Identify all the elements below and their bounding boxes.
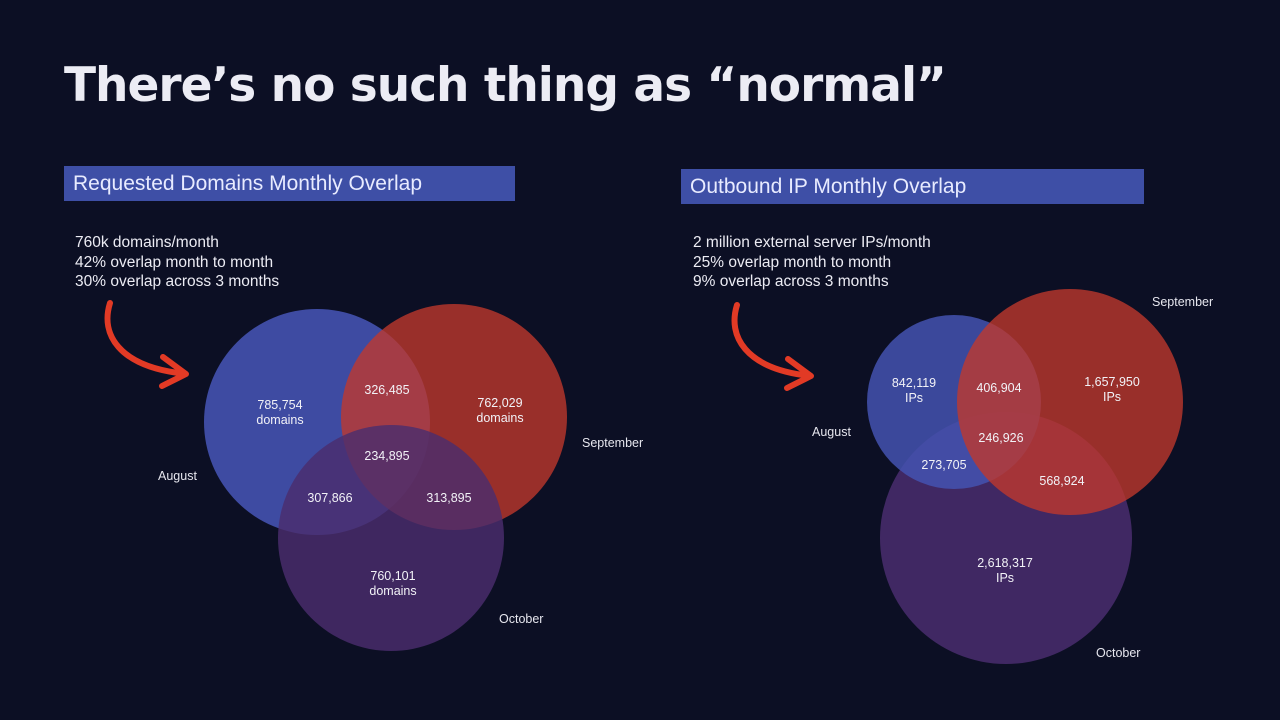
right-stat-line: 2 million external server IPs/month xyxy=(693,234,931,251)
curved-arrow-icon xyxy=(104,300,189,389)
region-unit-october-only: IPs xyxy=(996,571,1014,585)
left-venn: 785,754 domains 762,029 domains 760,101 … xyxy=(158,304,643,651)
slide-title: There’s no such thing as “normal” xyxy=(64,58,947,113)
venn-circle-october xyxy=(278,425,504,651)
region-label-sep-oct: 568,924 xyxy=(1039,474,1084,488)
region-label-aug-sep: 326,485 xyxy=(364,383,409,397)
right-stat-line: 9% overlap across 3 months xyxy=(693,273,889,290)
month-label-september: September xyxy=(582,436,643,450)
region-label-aug-sep: 406,904 xyxy=(976,381,1021,395)
left-stats: 760k domains/month 42% overlap month to … xyxy=(75,233,279,292)
region-label-august-only: 785,754 xyxy=(257,398,302,412)
right-panel-header: Outbound IP Monthly Overlap xyxy=(681,169,1144,204)
region-label-october-only: 760,101 xyxy=(370,569,415,583)
region-label-all-three: 246,926 xyxy=(978,431,1023,445)
venn-circle-september xyxy=(957,289,1183,515)
region-unit-september-only: IPs xyxy=(1103,390,1121,404)
month-label-october: October xyxy=(1096,646,1140,660)
region-label-september-only: 762,029 xyxy=(477,396,522,410)
left-stat-line: 30% overlap across 3 months xyxy=(75,273,280,290)
region-label-all-three: 234,895 xyxy=(364,449,409,463)
month-label-september: September xyxy=(1152,295,1213,309)
region-unit-august-only: IPs xyxy=(905,391,923,405)
curved-arrow-icon xyxy=(731,302,814,391)
region-label-aug-oct: 273,705 xyxy=(921,458,966,472)
left-panel-header: Requested Domains Monthly Overlap xyxy=(64,166,515,201)
region-label-september-only: 1,657,950 xyxy=(1084,375,1140,389)
right-stats: 2 million external server IPs/month 25% … xyxy=(693,233,931,292)
region-label-august-only: 842,119 xyxy=(892,376,936,390)
month-label-august: August xyxy=(812,425,851,439)
left-stat-line: 42% overlap month to month xyxy=(75,253,274,271)
left-stat-line: 760k domains/month xyxy=(75,234,219,251)
region-unit-september-only: domains xyxy=(476,411,523,425)
region-unit-august-only: domains xyxy=(256,413,303,427)
right-stat-line: 25% overlap month to month xyxy=(693,253,892,271)
region-label-october-only: 2,618,317 xyxy=(977,556,1033,570)
region-unit-october-only: domains xyxy=(369,584,416,598)
region-label-sep-oct: 313,895 xyxy=(426,491,471,505)
month-label-august: August xyxy=(158,469,197,483)
right-venn: 842,119 IPs 1,657,950 IPs 2,618,317 IPs … xyxy=(812,289,1213,664)
region-label-aug-oct: 307,866 xyxy=(307,491,352,505)
month-label-october: October xyxy=(499,612,543,626)
